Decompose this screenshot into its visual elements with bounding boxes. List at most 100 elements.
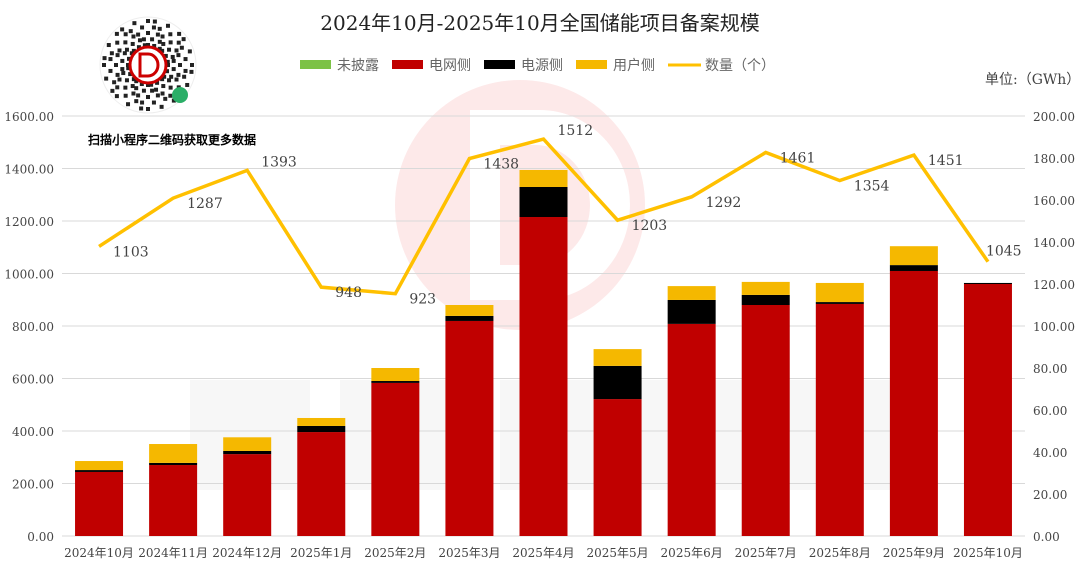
qr-dot — [167, 78, 172, 83]
qr-dot — [124, 78, 129, 83]
left-tick-label: 0.00 — [27, 530, 54, 544]
qr-dot — [171, 67, 176, 72]
qr-dot — [120, 27, 125, 32]
x-tick-label: 2025年8月 — [809, 546, 871, 560]
right-tick-label: 140.00 — [1033, 236, 1075, 250]
qr-dot — [152, 19, 157, 24]
qr-dot — [134, 99, 139, 104]
legend-swatch — [484, 60, 515, 69]
qr-dot — [160, 48, 165, 53]
qr-dot — [115, 53, 120, 58]
bar-电网侧 — [297, 432, 346, 536]
qr-dot — [140, 100, 145, 105]
bar-用户侧 — [519, 169, 568, 187]
right-tick-label: 60.00 — [1033, 404, 1067, 418]
qr-dot — [152, 43, 157, 48]
qr-dot — [131, 48, 136, 53]
right-tick-label: 0.00 — [1033, 530, 1060, 544]
qr-dot — [115, 85, 120, 90]
legend-label: 用户侧 — [613, 57, 655, 74]
qr-dot — [157, 26, 162, 31]
line-data-label: 1354 — [854, 179, 890, 195]
qr-dot — [150, 37, 155, 42]
qr-dot — [182, 74, 187, 79]
qr-dot — [128, 29, 133, 34]
bar-电网侧 — [445, 320, 494, 536]
qr-logo — [128, 45, 168, 85]
qr-dot — [109, 51, 114, 56]
x-tick-label: 2025年10月 — [953, 546, 1023, 560]
qr-dot — [121, 71, 126, 76]
bar-电源侧 — [593, 365, 642, 400]
line-data-label: 948 — [335, 285, 362, 301]
bar-电网侧 — [593, 399, 642, 536]
qr-dot — [115, 40, 120, 45]
qr-dot — [157, 46, 162, 51]
bar-用户侧 — [149, 444, 198, 463]
bar-电网侧 — [223, 454, 272, 536]
x-tick-label: 2025年9月 — [883, 546, 945, 560]
qr-dot — [140, 25, 145, 30]
qr-dot — [183, 68, 188, 73]
x-tick-label: 2025年5月 — [586, 546, 648, 560]
line-data-label: 923 — [409, 292, 436, 308]
qr-dot — [131, 91, 136, 96]
bar-用户侧 — [593, 349, 642, 366]
qr-dot — [126, 56, 131, 61]
left-tick-label: 600.00 — [12, 373, 54, 387]
line-data-label: 1203 — [632, 218, 668, 234]
right-tick-label: 180.00 — [1033, 152, 1075, 166]
qr-dot — [122, 51, 127, 56]
qr-dot — [178, 63, 182, 67]
legend-swatch — [576, 60, 607, 69]
qr-dot — [114, 31, 119, 36]
qr-dot — [162, 74, 167, 79]
bar-电源侧 — [963, 282, 1012, 284]
qr-dot — [117, 48, 122, 53]
line-data-label: 1287 — [187, 196, 223, 212]
qr-dot — [126, 63, 130, 67]
qr-dot — [150, 88, 155, 93]
left-tick-label: 1400.00 — [4, 163, 54, 177]
qr-dot — [165, 23, 170, 28]
qr-dot — [132, 21, 137, 26]
qr-dot — [151, 100, 156, 105]
qr-dot — [155, 80, 160, 85]
qr-dot — [130, 84, 135, 89]
qr-dot — [139, 82, 144, 87]
bar-电网侧 — [741, 305, 790, 536]
bar-电网侧 — [667, 323, 716, 536]
left-tick-label: 800.00 — [12, 320, 54, 334]
bar-用户侧 — [223, 437, 272, 451]
qr-dot — [106, 43, 111, 48]
qr-dot — [123, 40, 128, 45]
left-tick-label: 400.00 — [12, 425, 54, 439]
bar-用户侧 — [815, 282, 864, 303]
x-tick-label: 2025年1月 — [290, 546, 352, 560]
right-tick-label: 120.00 — [1033, 278, 1075, 292]
qr-dot — [151, 25, 156, 30]
qr-dot — [146, 43, 150, 47]
bar-用户侧 — [297, 417, 346, 426]
qr-dot — [114, 63, 118, 67]
qr-dot — [165, 59, 170, 64]
qr-dot — [165, 69, 170, 74]
qr-dot — [181, 37, 186, 42]
bar-用户侧 — [445, 305, 494, 316]
qr-dot — [126, 66, 131, 71]
qr-dot — [168, 32, 173, 37]
bar-电源侧 — [371, 381, 420, 383]
qr-dot — [130, 41, 135, 46]
bar-电源侧 — [297, 425, 346, 433]
qr-dot — [115, 72, 120, 77]
qr-dot — [117, 77, 122, 82]
line-data-label: 1451 — [928, 153, 964, 169]
bar-电网侧 — [519, 217, 568, 536]
unit-label: 单位:（GWh） — [985, 72, 1080, 88]
bar-电源侧 — [223, 450, 272, 455]
qr-dot — [160, 77, 165, 82]
qr-dot — [141, 37, 146, 42]
qr-dot — [102, 63, 106, 67]
